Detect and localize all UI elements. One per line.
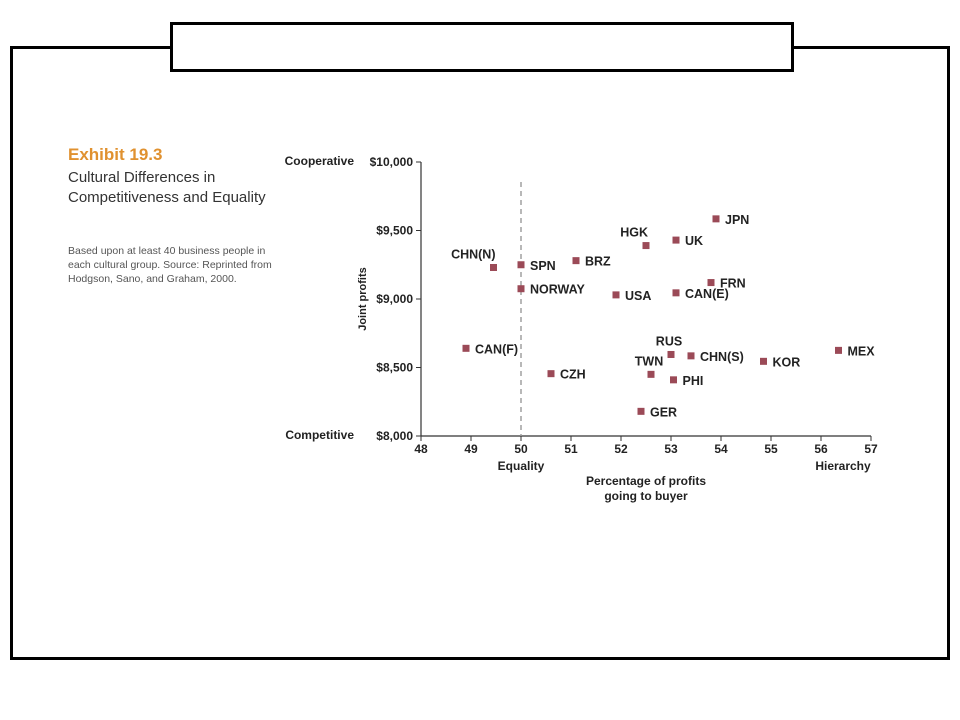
- data-point-label: CAN(F): [475, 342, 518, 356]
- y-axis-label: Joint profits: [357, 267, 369, 331]
- data-point-label: GER: [650, 405, 677, 419]
- data-point-marker: [462, 344, 470, 352]
- data-point-marker: [647, 370, 655, 378]
- data-point-label: USA: [625, 289, 651, 303]
- data-point-label: PHI: [683, 374, 704, 388]
- data-point-label: HGK: [620, 226, 648, 240]
- y-tick-label: $9,000: [376, 292, 413, 306]
- data-point-marker: [712, 215, 720, 223]
- data-point-marker: [672, 236, 680, 244]
- x-tick-label: 51: [564, 442, 578, 456]
- data-point-label: FRN: [720, 277, 746, 291]
- data-point-marker: [707, 279, 715, 287]
- slide-frame: [10, 46, 950, 660]
- data-point-label: TWN: [635, 354, 663, 368]
- x-tick-label: 50: [514, 442, 528, 456]
- data-point-label: CHN(S): [700, 350, 744, 364]
- x-tick-label: 54: [714, 442, 728, 456]
- y-tick-label: $9,500: [376, 224, 413, 238]
- data-point-label: JPN: [725, 213, 749, 227]
- data-point-marker: [490, 263, 497, 271]
- data-point-marker: [667, 350, 675, 358]
- data-point-marker: [672, 289, 680, 297]
- x-tick-label: 56: [814, 442, 828, 456]
- data-point-label: CAN(E): [685, 287, 729, 301]
- data-point-marker: [547, 370, 555, 378]
- data-point-marker: [760, 357, 767, 365]
- x-annotation-right: Hierarchy: [815, 459, 871, 473]
- y-tick-label: $10,000: [370, 155, 414, 169]
- data-point-marker: [517, 261, 525, 269]
- data-point-marker: [835, 346, 842, 354]
- y-annotation-bottom: Competitive: [285, 428, 354, 442]
- x-tick-label: 53: [664, 442, 678, 456]
- data-point-marker: [642, 242, 650, 250]
- data-point-marker: [572, 257, 580, 265]
- data-point-label: NORWAY: [530, 283, 586, 297]
- exhibit-source-note: Based upon at least 40 business people i…: [68, 245, 272, 285]
- data-point-marker: [517, 285, 525, 293]
- data-point-label: RUS: [656, 334, 682, 348]
- x-tick-label: 57: [864, 442, 878, 456]
- data-point-marker: [687, 352, 695, 360]
- data-point-label: MEX: [848, 344, 876, 358]
- data-point-marker: [612, 291, 620, 299]
- x-tick-label: 48: [414, 442, 428, 456]
- x-axis-label: Percentage of profits: [586, 474, 706, 488]
- x-tick-label: 49: [464, 442, 478, 456]
- data-point-label: CHN(N): [451, 247, 495, 261]
- x-axis-label: going to buyer: [604, 489, 688, 503]
- y-annotation-top: Cooperative: [285, 154, 355, 168]
- data-point-label: KOR: [773, 355, 801, 369]
- y-tick-label: $8,500: [376, 361, 413, 375]
- x-tick-label: 52: [614, 442, 628, 456]
- slide-title-box: [170, 22, 794, 72]
- x-tick-label: 55: [764, 442, 778, 456]
- exhibit-title: Exhibit 19.3: [68, 145, 163, 164]
- data-point-label: BRZ: [585, 255, 611, 269]
- data-point-label: UK: [685, 234, 703, 248]
- data-point-label: CZH: [560, 368, 586, 382]
- exhibit-subtitle: Cultural Differences in Competitiveness …: [68, 169, 266, 206]
- data-point-marker: [670, 376, 677, 384]
- data-point-marker: [637, 407, 645, 415]
- x-annotation-left: Equality: [498, 459, 545, 473]
- data-point-label: SPN: [530, 259, 556, 273]
- y-tick-label: $8,000: [376, 429, 413, 443]
